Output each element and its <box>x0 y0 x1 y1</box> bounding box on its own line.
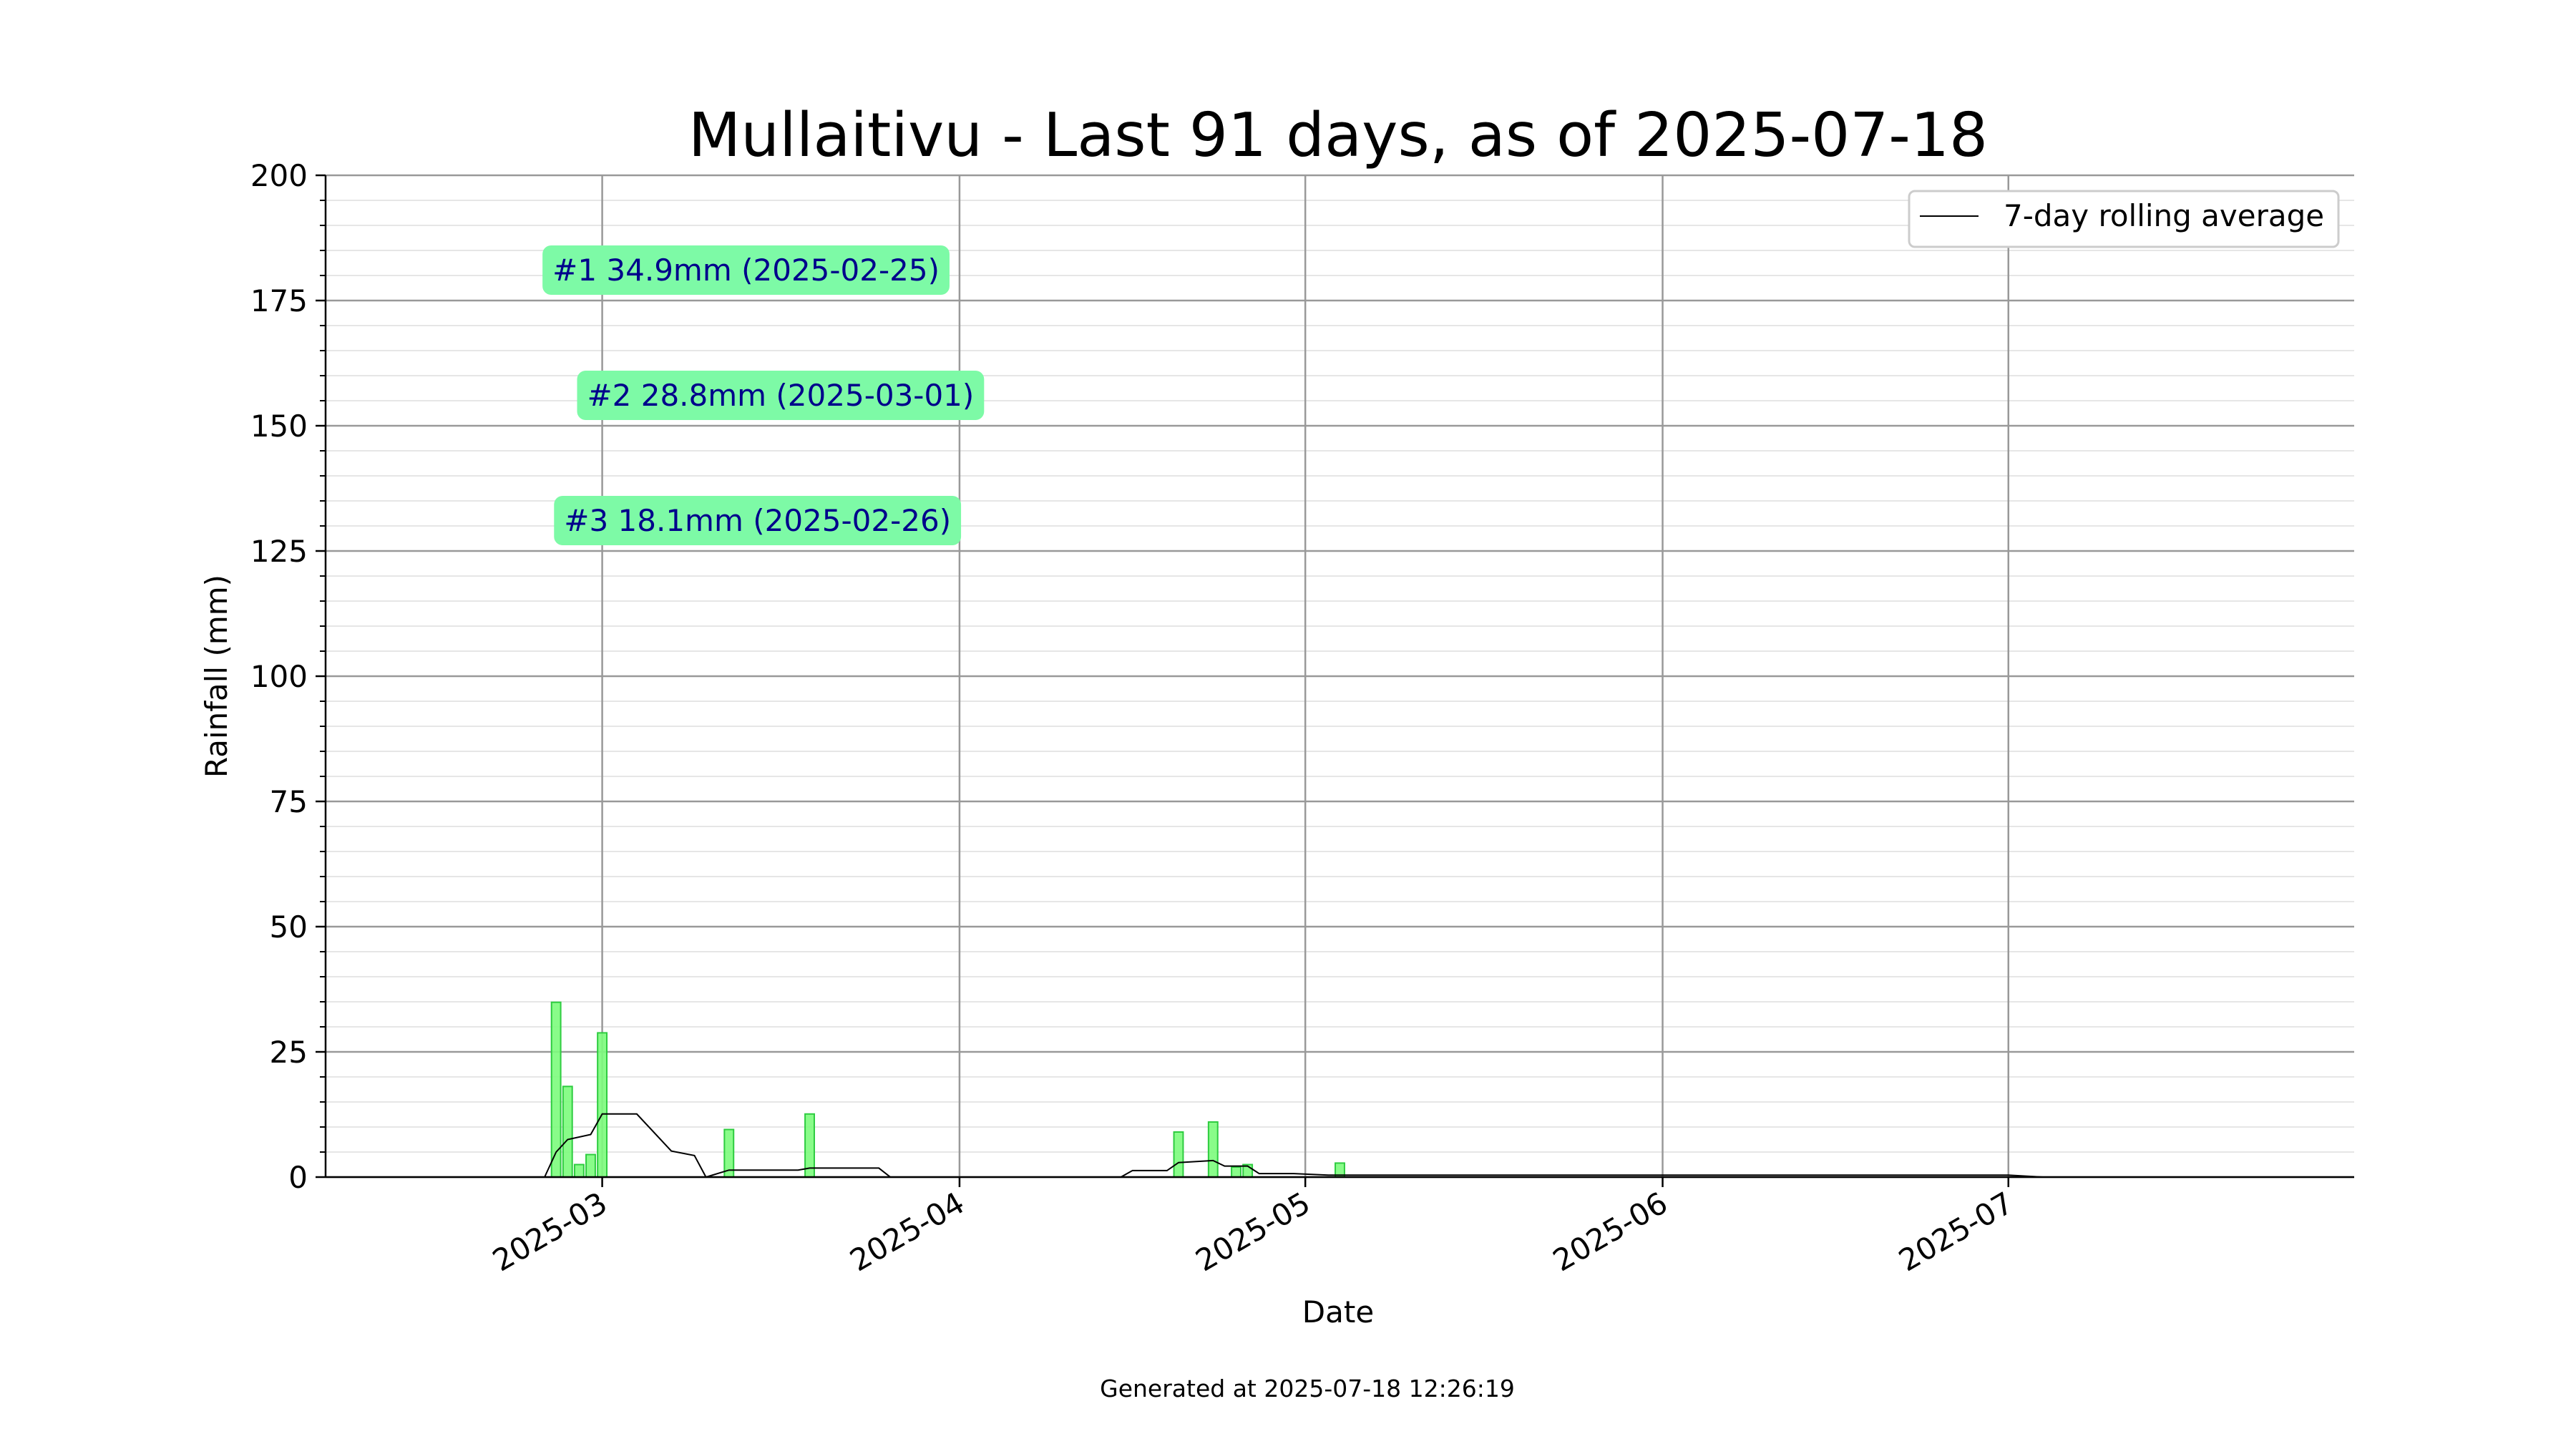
annotation-text: #1 34.9mm (2025-02-25) <box>552 253 940 288</box>
y-axis-label: Rainfall (mm) <box>199 575 234 778</box>
y-tick-label: 25 <box>270 1035 308 1070</box>
rainfall-bar <box>1173 1131 1184 1178</box>
legend-entry-rolling-average: 7-day rolling average <box>2004 198 2324 233</box>
annotation-text: #3 18.1mm (2025-02-26) <box>564 503 951 538</box>
rainfall-bar <box>597 1032 608 1179</box>
generated-timestamp: Generated at 2025-07-18 12:26:19 <box>1100 1375 1515 1402</box>
x-axis-label: Date <box>1302 1294 1374 1330</box>
y-tick-label: 100 <box>250 659 308 694</box>
rainfall-bar <box>585 1153 596 1178</box>
legend-box <box>1908 190 2340 248</box>
x-tick-label: 2025-06 <box>1547 1185 1673 1278</box>
rolling-average-line <box>509 1113 2205 1179</box>
y-tick-label: 125 <box>250 534 308 569</box>
y-ticks: 0 25 50 75 100 125 150 175 200 <box>250 158 326 1195</box>
top-rainfall-annotations: #1 34.9mm (2025-02-25) #2 28.8mm (2025-03… <box>542 245 985 545</box>
minor-grid <box>326 200 2354 1153</box>
y-tick-label: 200 <box>250 158 308 193</box>
annotation-label: #2 28.8mm (2025-03-01) <box>577 371 985 420</box>
rainfall-bar <box>550 1001 562 1178</box>
annotation-background <box>577 371 985 420</box>
x-tick-label: 2025-04 <box>844 1185 970 1278</box>
y-tick-label: 150 <box>250 409 308 444</box>
x-ticks: 2025-03 2025-04 2025-05 2025-06 2025-07 <box>487 1177 2019 1278</box>
annotation-label: #1 34.9mm (2025-02-25) <box>542 245 950 295</box>
annotation-background <box>554 496 962 545</box>
y-tick-label: 75 <box>270 784 308 819</box>
legend: 7-day rolling average <box>1908 190 2340 248</box>
annotation-background <box>542 245 950 295</box>
x-tick-label: 2025-07 <box>1893 1185 2019 1278</box>
annotation-label: #3 18.1mm (2025-02-26) <box>554 496 962 545</box>
rainfall-bar <box>1207 1121 1219 1178</box>
y-tick-label: 175 <box>250 283 308 318</box>
x-tick-label: 2025-03 <box>487 1185 613 1278</box>
rainfall-bar <box>1231 1166 1241 1178</box>
annotation-text: #2 28.8mm (2025-03-01) <box>587 378 974 413</box>
y-tick-label: 0 <box>288 1160 308 1195</box>
rainfall-bar <box>562 1085 573 1179</box>
chart-title: Mullaitivu - Last 91 days, as of 2025-07… <box>688 100 1988 171</box>
x-tick-label: 2025-05 <box>1190 1185 1316 1278</box>
rainfall-bars <box>412 1001 1345 1179</box>
y-tick-label: 50 <box>270 909 308 945</box>
rolling-average-layer <box>509 1113 2205 1179</box>
rainfall-bar <box>573 1163 585 1178</box>
